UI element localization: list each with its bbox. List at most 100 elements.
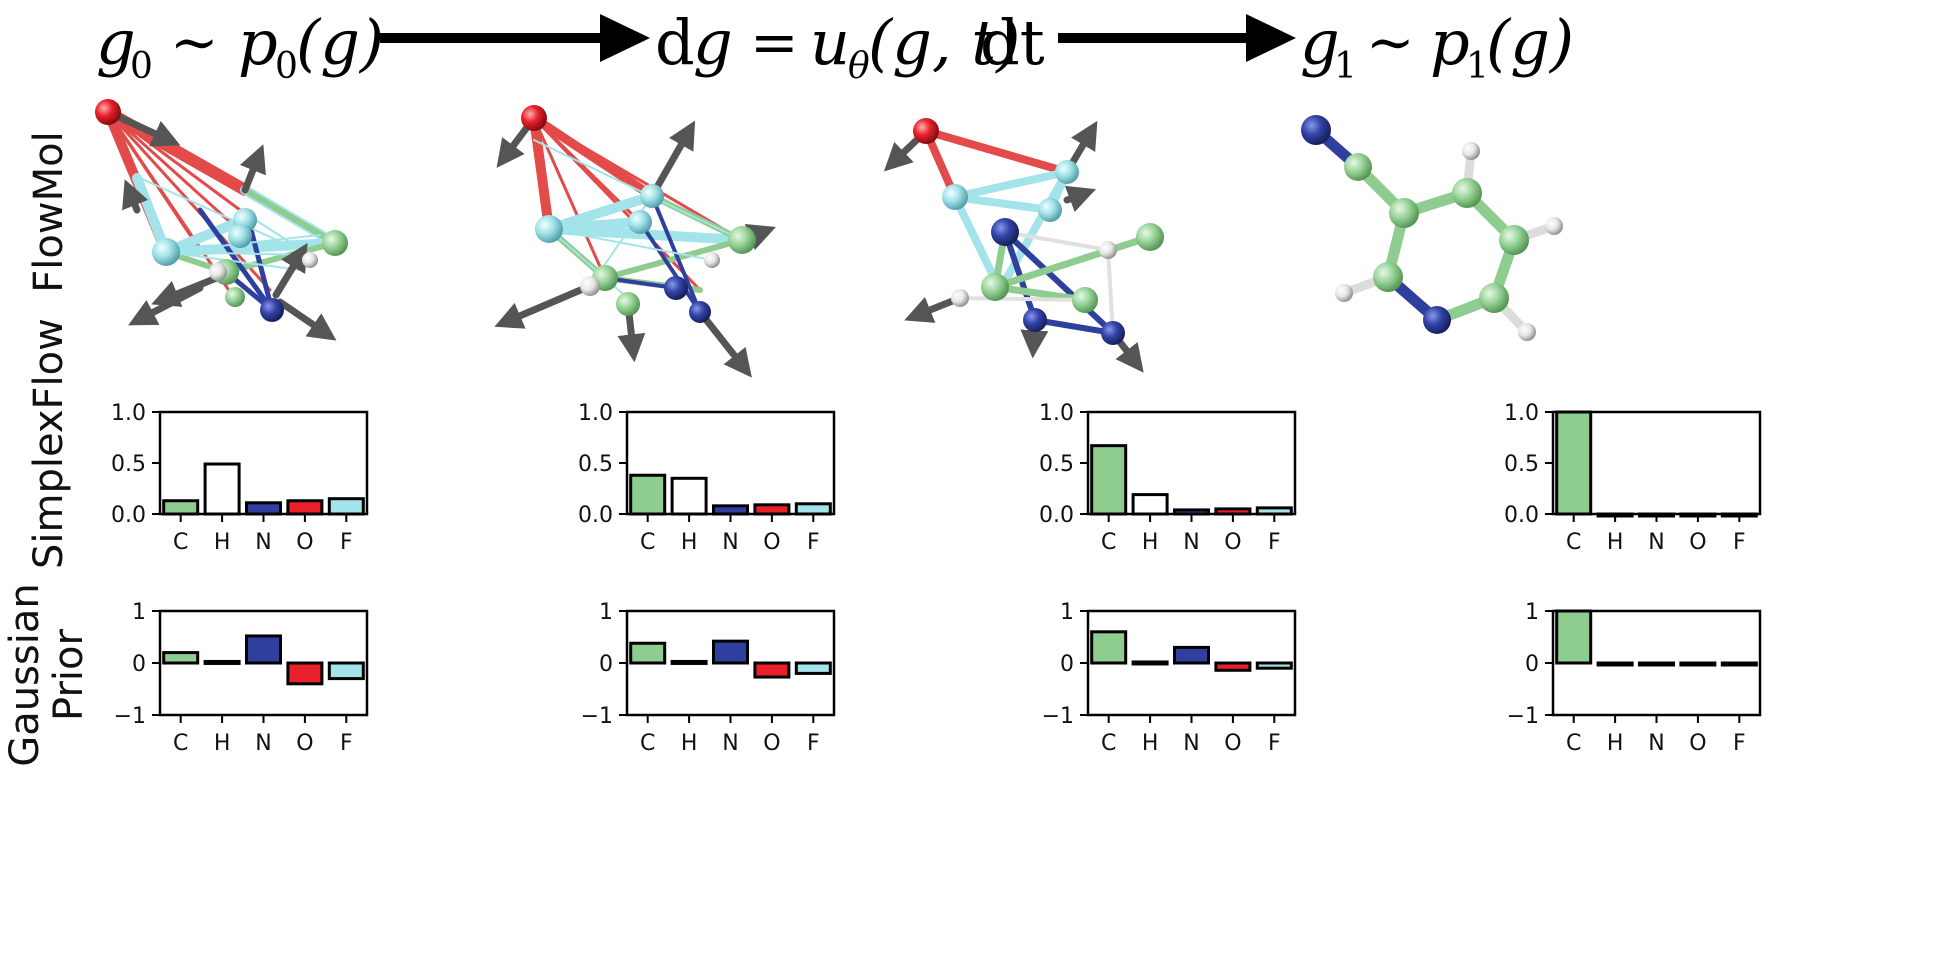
bar-f xyxy=(327,497,365,516)
x-tick-label-h: H xyxy=(681,731,698,756)
y-tick-label: 0.0 xyxy=(578,503,613,528)
header-right-p: p xyxy=(1430,6,1470,79)
header-right-g: g xyxy=(1300,6,1340,79)
bar-h xyxy=(1131,660,1169,666)
x-tick-label-c: C xyxy=(1101,731,1116,756)
x-tick-label-f: F xyxy=(340,530,353,555)
x-tick-label-o: O xyxy=(296,530,313,555)
y-tick-label: 1.0 xyxy=(111,401,146,426)
y-tick-label: 1 xyxy=(599,600,613,625)
x-tick-label-f: F xyxy=(1733,731,1746,756)
bar-n xyxy=(245,501,282,516)
bar-c xyxy=(1555,609,1593,665)
header-left-g: g xyxy=(96,6,136,79)
bar-c xyxy=(162,651,200,665)
x-tick-label-n: N xyxy=(1648,731,1664,756)
molecule-step-3 xyxy=(883,118,1164,373)
y-tick-label: 0.0 xyxy=(1504,503,1539,528)
y-tick-label: 1 xyxy=(1525,600,1539,625)
bar-h xyxy=(203,659,241,665)
y-tick-label: 1 xyxy=(132,600,146,625)
row-label-gaussian: Gaussian xyxy=(2,583,48,767)
bar-n xyxy=(245,634,282,665)
y-tick-label: −1 xyxy=(1042,704,1074,729)
chart-gaussian-prior-3: C H N O F −1 0 1 xyxy=(1042,600,1297,756)
bar-h xyxy=(1131,493,1169,516)
header-left-p: p xyxy=(238,6,278,79)
row-label-flowmol: FlowMol xyxy=(26,131,72,293)
x-tick-label-o: O xyxy=(1224,731,1241,756)
bar-c xyxy=(1090,444,1128,516)
bar-c xyxy=(629,641,667,665)
bar-f xyxy=(1720,661,1758,667)
header-mid-d: d xyxy=(655,6,695,79)
bar-c xyxy=(1555,410,1593,516)
chart-gaussian-prior-1: C H N O F −1 0 1 xyxy=(114,600,369,756)
bar-f xyxy=(794,661,832,675)
header-left-g-sub: 0 xyxy=(130,46,153,87)
row-label-simplexflow: SimplexFlow xyxy=(26,318,72,569)
y-tick-label: 0.5 xyxy=(578,452,613,477)
y-tick-label: 1.0 xyxy=(578,401,613,426)
bar-n xyxy=(712,639,749,665)
y-tick-label: 1.0 xyxy=(1504,401,1539,426)
bar-o xyxy=(1214,661,1252,672)
x-tick-label-f: F xyxy=(1733,530,1746,555)
chart-simplexflow-3: C H N O F 0.0 0.5 1.0 xyxy=(1039,401,1297,555)
y-tick-label: 0.5 xyxy=(1039,452,1074,477)
bar-f xyxy=(327,661,365,681)
y-tick-label: 0.0 xyxy=(111,503,146,528)
x-tick-label-n: N xyxy=(1183,530,1199,555)
bar-o xyxy=(753,503,791,516)
bar-h xyxy=(670,476,708,516)
header-mid-args: (g, t) xyxy=(868,6,1020,79)
molecule-step-2 xyxy=(494,105,776,378)
x-tick-label-n: N xyxy=(722,731,738,756)
header-right-p-sub: 1 xyxy=(1466,46,1489,87)
x-tick-label-n: N xyxy=(255,731,271,756)
x-tick-label-n: N xyxy=(1648,530,1664,555)
y-tick-label: 0 xyxy=(1060,652,1074,677)
y-tick-label: 0.0 xyxy=(1039,503,1074,528)
x-tick-label-n: N xyxy=(722,530,738,555)
bar-f xyxy=(1255,661,1293,670)
chart-simplexflow-4: C H N O F 0.0 0.5 1.0 xyxy=(1504,401,1762,555)
x-tick-label-n: N xyxy=(255,530,271,555)
header-mid-g: g xyxy=(693,6,733,79)
x-tick-label-o: O xyxy=(1689,530,1706,555)
x-tick-label-f: F xyxy=(807,731,820,756)
y-tick-label: 1.0 xyxy=(1039,401,1074,426)
x-tick-label-o: O xyxy=(296,731,313,756)
x-tick-label-c: C xyxy=(1566,530,1581,555)
x-tick-label-h: H xyxy=(681,530,698,555)
bar-h xyxy=(1596,661,1634,667)
header-left-formula: g 0 ∼ p 0 (g) xyxy=(96,6,384,87)
x-tick-label-c: C xyxy=(173,731,188,756)
x-tick-label-c: C xyxy=(640,731,655,756)
header-arrow-left xyxy=(380,14,650,62)
chart-gaussian-prior-2: C H N O F −1 0 1 xyxy=(581,600,836,756)
bar-c xyxy=(629,473,667,516)
bar-c xyxy=(1090,630,1128,665)
x-tick-label-f: F xyxy=(340,731,353,756)
x-tick-label-o: O xyxy=(1224,530,1241,555)
header-mid-eq: = xyxy=(750,8,799,76)
header-mid-u: u xyxy=(810,6,850,79)
molecule-step-4 xyxy=(1301,115,1563,341)
y-tick-label: 1 xyxy=(1060,600,1074,625)
y-tick-label: −1 xyxy=(1507,704,1539,729)
y-tick-label: 0.5 xyxy=(1504,452,1539,477)
x-tick-label-h: H xyxy=(1142,731,1159,756)
x-tick-label-h: H xyxy=(1607,530,1624,555)
header-mid-dt: dt xyxy=(980,6,1045,79)
x-tick-label-o: O xyxy=(763,530,780,555)
header-left-p-sub: 0 xyxy=(275,46,298,87)
header-mid-u-sub: θ xyxy=(848,46,870,87)
x-tick-label-n: N xyxy=(1183,731,1199,756)
x-tick-label-h: H xyxy=(214,530,231,555)
bar-o xyxy=(753,661,791,679)
bar-o xyxy=(286,499,324,516)
y-tick-label: 0 xyxy=(132,652,146,677)
x-tick-label-c: C xyxy=(1101,530,1116,555)
y-tick-label: 0 xyxy=(599,652,613,677)
